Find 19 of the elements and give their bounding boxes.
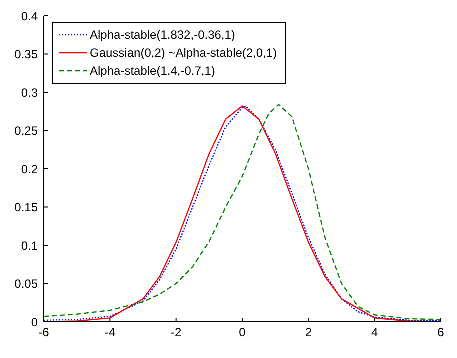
- y-tick-label: 0: [31, 315, 38, 330]
- y-tick-label: 0.2: [21, 162, 38, 176]
- x-tick-label: 2: [305, 326, 312, 340]
- x-tick-label: 6: [438, 326, 445, 340]
- y-tick-label: 0.3: [21, 86, 38, 100]
- x-tick-label: 4: [371, 326, 378, 340]
- x-tick-label: -2: [170, 326, 182, 340]
- y-tick-label: 0.05: [14, 277, 38, 292]
- legend-label: Gaussian(0,2) ~Alpha-stable(2,0,1): [90, 45, 278, 62]
- legend-label: Alpha-stable(1.832,-0.36,1): [90, 27, 236, 44]
- x-tick-label: 0: [239, 326, 246, 340]
- x-tick-label: -4: [104, 326, 116, 340]
- legend-label: Alpha-stable(1.4,-0.7,1): [90, 63, 216, 80]
- y-tick-label: 0.35: [14, 48, 38, 62]
- y-tick-label: 0.1: [21, 238, 38, 253]
- x-tick-label: -6: [38, 326, 50, 340]
- y-tick-label: 0.15: [14, 200, 38, 215]
- y-tick-label: 0.25: [14, 124, 38, 138]
- y-tick-label: 0.4: [21, 9, 38, 24]
